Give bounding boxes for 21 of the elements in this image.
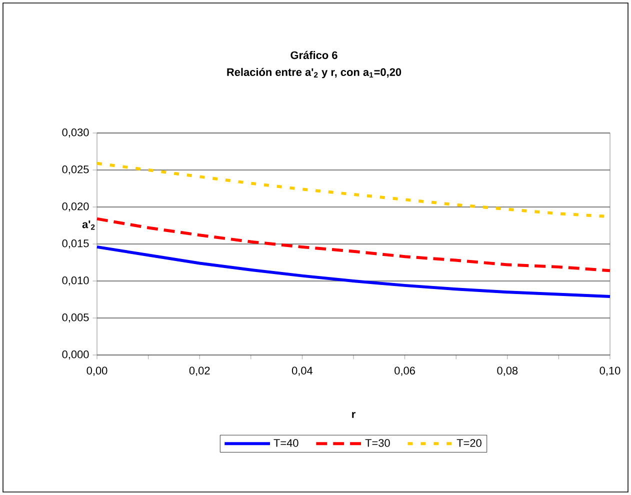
chart-title: Gráfico 6 [290,50,338,60]
x-tick-label: 0,04 [292,366,313,376]
line-series [96,217,612,272]
y-tick-label: 0,025 [62,165,89,175]
x-tick-label: 0,02 [189,366,210,376]
legend-label: T=40 [274,439,298,447]
x-tick-label: 0,06 [394,366,415,376]
y-tick-label: 0,015 [62,239,89,249]
y-axis-title: a'$_{2}$ [82,220,95,230]
y-tick-label: 0,005 [62,313,89,323]
legend-label: T=30 [365,439,390,447]
x-axis-title: r [352,412,356,418]
x-tick-label: 0,10 [600,366,620,376]
y-tick-label: 0,020 [62,202,89,212]
x-tick-label: 0,00 [86,366,108,376]
y-tick-label: 0,010 [62,276,89,286]
x-tick-label: 0,08 [497,366,518,376]
legend-label: T=20 [456,439,482,447]
y-tick-label: 0,030 [62,128,89,138]
y-tick-label: 0,000 [62,350,89,360]
chart-subtitle: Relación entre a'$_{2}$ y r, con a$_{1}$=0,20 [227,68,402,78]
